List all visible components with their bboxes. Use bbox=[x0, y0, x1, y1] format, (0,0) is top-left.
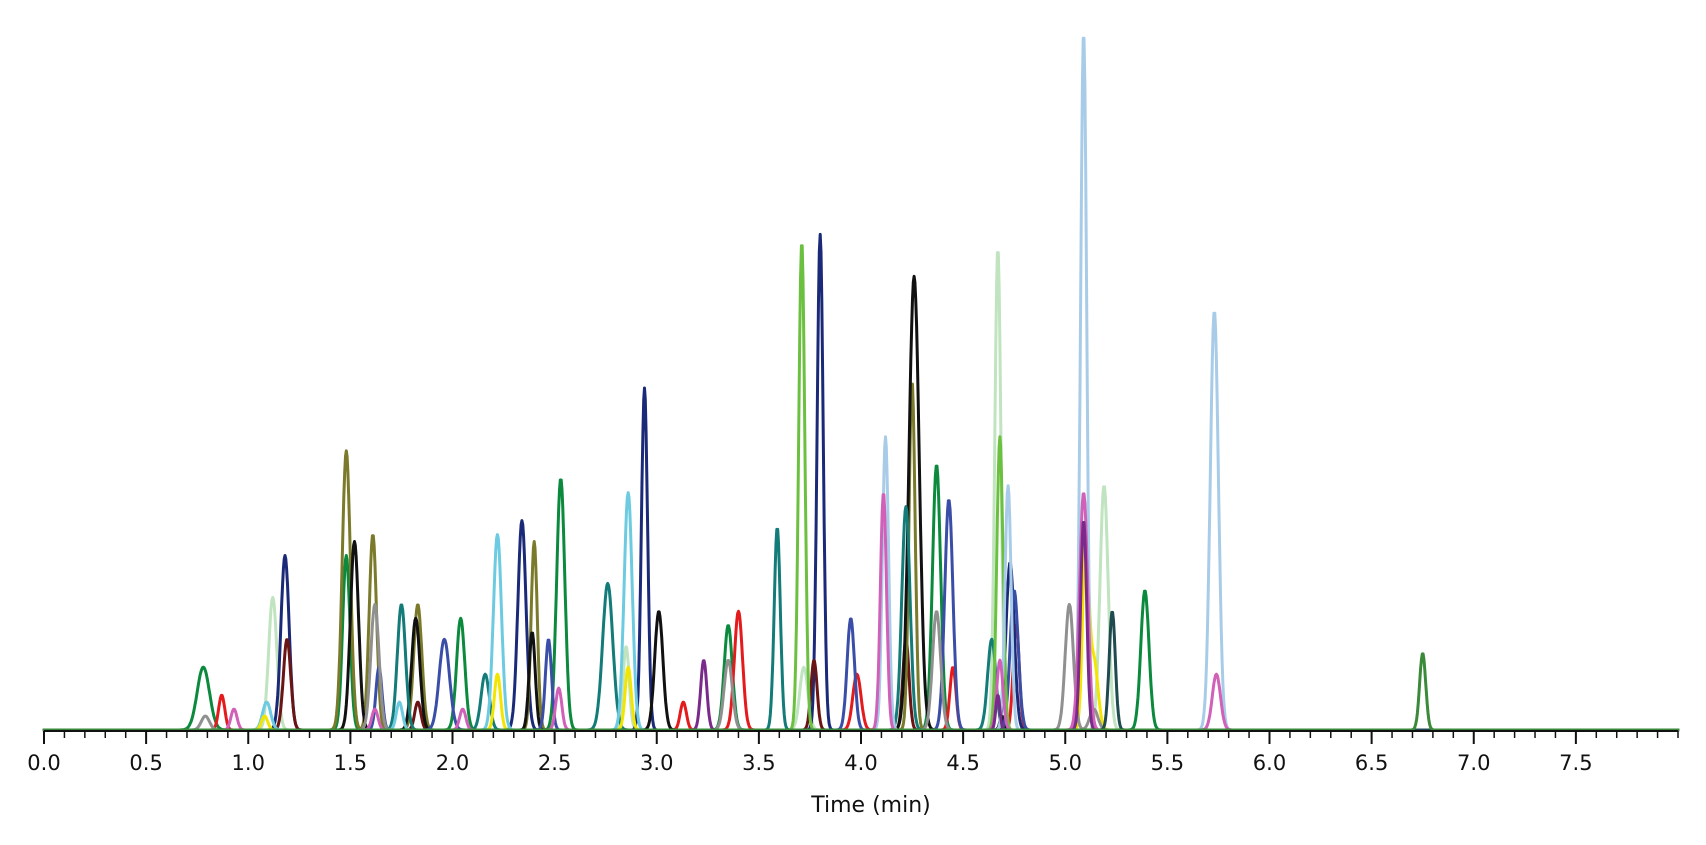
x-tick-label: 5.0 bbox=[1049, 751, 1082, 775]
x-tick-label: 4.0 bbox=[844, 751, 877, 775]
x-tick-label: 2.5 bbox=[538, 751, 571, 775]
x-axis-title: Time (min) bbox=[810, 793, 931, 818]
chromatogram-trace-6 bbox=[42, 382, 1680, 732]
x-tick-label: 1.0 bbox=[232, 751, 265, 775]
x-tick-label: 3.5 bbox=[742, 751, 775, 775]
chromatogram-traces bbox=[42, 36, 1680, 732]
x-tick-label: 2.0 bbox=[436, 751, 469, 775]
x-tick-label: 4.5 bbox=[946, 751, 979, 775]
x-tick-label: 3.0 bbox=[640, 751, 673, 775]
x-tick-label: 7.5 bbox=[1559, 751, 1592, 775]
x-tick-label: 6.0 bbox=[1253, 751, 1286, 775]
x-tick-label: 7.0 bbox=[1457, 751, 1490, 775]
x-axis-ticks: 0.0 0.5 1.0 1.5 2.0 2.5 3.0 3.5 4.0 4.5 5.0 5.5 6.0 6… bbox=[27, 731, 1679, 775]
x-tick-label: 1.5 bbox=[334, 751, 367, 775]
x-tick-label: 0.5 bbox=[129, 751, 162, 775]
x-tick-label: 6.5 bbox=[1355, 751, 1388, 775]
x-tick-label: 0.0 bbox=[27, 751, 60, 775]
x-tick-label: 5.5 bbox=[1151, 751, 1184, 775]
